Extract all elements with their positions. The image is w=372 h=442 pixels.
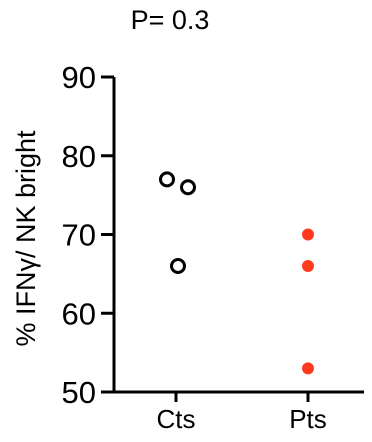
control-data-point bbox=[170, 258, 186, 274]
y-tick-label: 60 bbox=[62, 296, 96, 331]
x-category-label-pts: Pts bbox=[289, 404, 327, 434]
y-axis-label: % IFNγ/ NK bright bbox=[11, 130, 41, 347]
patient-data-point bbox=[302, 228, 314, 241]
y-tick-label: 50 bbox=[62, 375, 96, 410]
y-tick-label: 90 bbox=[62, 60, 96, 95]
axes bbox=[112, 77, 364, 394]
patient-data-point bbox=[302, 260, 314, 272]
x-category-label-cts: Cts bbox=[157, 404, 196, 434]
data-points bbox=[159, 171, 314, 375]
control-data-point bbox=[180, 179, 196, 196]
x-axis-category-labels: Cts Pts bbox=[157, 392, 327, 434]
y-axis-ticks: 50 60 70 80 90 bbox=[62, 60, 114, 410]
y-tick-label: 80 bbox=[62, 139, 96, 174]
control-data-point bbox=[159, 171, 175, 188]
patient-data-point bbox=[302, 362, 314, 375]
chart-title: P= 0.3 bbox=[131, 5, 210, 35]
y-tick-label: 70 bbox=[62, 218, 96, 253]
